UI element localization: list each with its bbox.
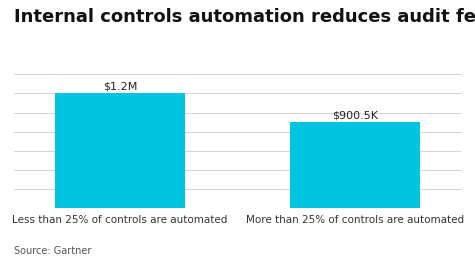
- Bar: [56, 93, 185, 208]
- Text: $1.2M: $1.2M: [103, 82, 137, 92]
- Text: $900.5K: $900.5K: [332, 110, 378, 120]
- Text: Source: Gartner: Source: Gartner: [14, 246, 92, 256]
- Bar: [290, 122, 419, 208]
- Text: Internal controls automation reduces audit fees: Internal controls automation reduces aud…: [14, 8, 475, 26]
